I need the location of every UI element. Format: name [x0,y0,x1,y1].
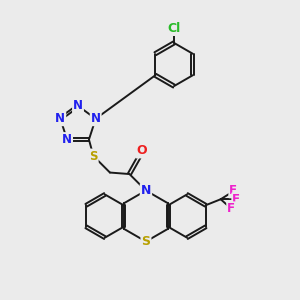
Text: N: N [141,184,151,197]
Text: N: N [62,133,72,146]
Text: F: F [229,184,237,197]
Text: S: S [89,149,98,163]
Text: N: N [55,112,65,125]
Text: F: F [232,193,240,206]
Text: F: F [227,202,235,215]
Text: Cl: Cl [167,22,181,35]
Text: O: O [136,144,147,158]
Text: S: S [141,235,150,248]
Text: N: N [73,99,83,112]
Text: N: N [91,112,101,125]
